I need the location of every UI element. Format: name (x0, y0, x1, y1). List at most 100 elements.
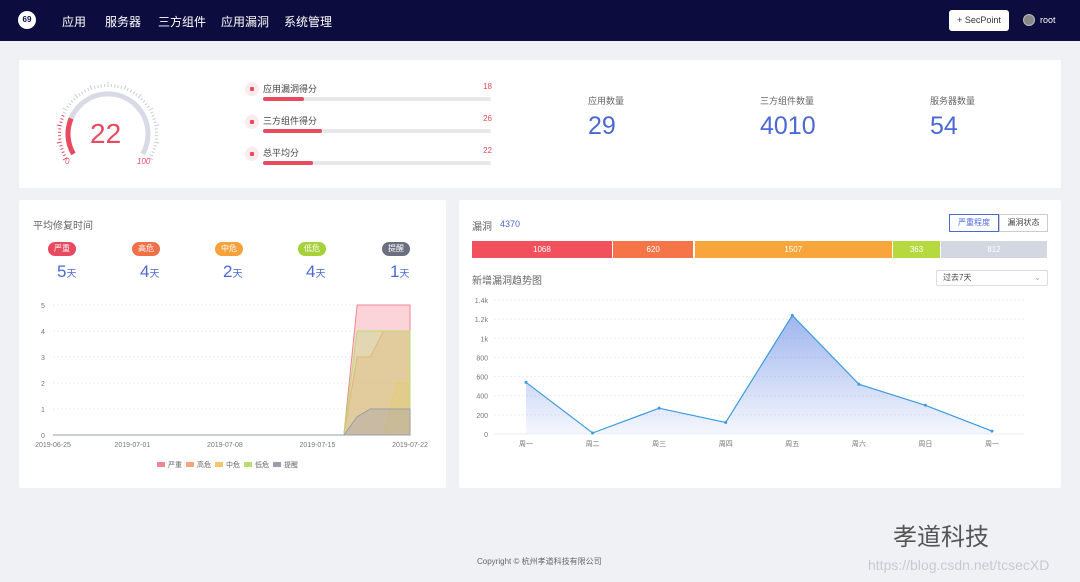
x-tick-label: 2019-06-25 (35, 442, 71, 449)
x-tick-label: 周五 (785, 440, 799, 448)
gauge-tick (70, 100, 74, 103)
y-tick-label: 3 (41, 355, 45, 362)
gauge-tick (132, 91, 135, 95)
x-tick-label: 2019-07-01 (114, 442, 150, 449)
gauge-max-label: 100 (137, 157, 151, 166)
gauge-tick (74, 93, 79, 99)
gauge-tick (78, 93, 81, 97)
severity-badge-info: 提醒 (382, 242, 410, 256)
stat-value-servers[interactable]: 54 (930, 112, 958, 140)
gauge-tick (142, 100, 146, 103)
legend-swatch (157, 462, 165, 467)
vuln-total: 4370 (500, 219, 521, 229)
severity-segment[interactable]: 363 (893, 241, 940, 258)
y-tick-label: 400 (476, 394, 488, 401)
gauge-tick (60, 148, 64, 150)
trend-point (857, 382, 861, 386)
gauge-tick (72, 97, 76, 101)
summary-card (19, 60, 1061, 188)
gauge-tick (148, 107, 154, 111)
range-select[interactable]: 过去7天 ⌄ (936, 270, 1048, 286)
user-avatar-icon[interactable] (1023, 14, 1035, 26)
average-icon (245, 147, 259, 161)
nav-item-apps[interactable]: 应用 (62, 15, 87, 29)
chevron-down-icon: ⌄ (1034, 273, 1041, 282)
y-tick-label: 1k (481, 336, 489, 343)
y-tick-label: 1.4k (475, 298, 489, 305)
severity-badge-low: 低危 (298, 242, 326, 256)
stat-label-components: 三方组件数量 (760, 96, 815, 106)
legend-swatch (273, 462, 281, 467)
secpoint-button[interactable]: + SecPoint (949, 10, 1009, 31)
gauge-tick (123, 84, 127, 91)
days-value: 2 (223, 262, 233, 281)
days-unit: 天 (399, 269, 410, 280)
trend-title: 新增漏洞趋势图 (472, 276, 542, 287)
x-tick-label: 周一 (985, 440, 999, 448)
gauge-tick (148, 157, 154, 161)
severity-badge-critical: 严重 (48, 242, 76, 256)
severity-segment[interactable]: 1507 (694, 241, 893, 258)
x-tick-label: 周一 (519, 440, 533, 448)
nav-item-app-vulns[interactable]: 应用漏洞 (221, 15, 270, 29)
score-label-app: 应用漏洞得分 (263, 84, 318, 94)
series-area (53, 408, 411, 436)
gauge-tick (153, 144, 157, 147)
y-tick-label: 4 (41, 329, 45, 336)
trend-point (790, 313, 794, 317)
gauge-tick (153, 121, 157, 124)
days-value: 1 (390, 262, 400, 281)
y-tick-label: 0 (41, 433, 45, 440)
y-tick-label: 800 (476, 355, 488, 362)
gauge-tick (62, 154, 66, 157)
trend-chart: 0 200 400 600 800 1k 1.2k 1.4k 周一 周二 周三 周四 周五 周六 周日 周一 (475, 298, 1024, 448)
user-name[interactable]: root (1040, 15, 1056, 25)
gauge-tick (59, 144, 63, 147)
trend-point (990, 429, 994, 433)
nav-item-system[interactable]: 系统管理 (284, 15, 333, 29)
tab-vuln-status[interactable]: 漏洞状态 (999, 214, 1048, 232)
gauge-tick (68, 102, 72, 106)
score-bar-fill (263, 161, 314, 165)
watermark-brand: 孝道科技 (893, 524, 989, 551)
nav-item-servers[interactable]: 服务器 (105, 15, 142, 29)
x-tick-label: 周二 (586, 440, 600, 448)
gauge-tick (137, 93, 142, 99)
days-unit: 天 (232, 269, 243, 280)
footer-copyright: Copyright © 杭州孝道科技有限公司 (477, 557, 602, 566)
gauge-tick (84, 89, 87, 93)
gauge-tick (126, 88, 129, 92)
gauge-tick (144, 102, 148, 106)
x-tick-label: 周三 (652, 440, 666, 448)
days-value: 4 (306, 262, 316, 281)
legend-swatch (186, 462, 194, 467)
gauge-tick (61, 114, 65, 117)
gauge-tick (150, 154, 154, 157)
tab-severity[interactable]: 严重程度 (949, 214, 999, 232)
gauge-tick (62, 107, 68, 111)
stat-value-apps[interactable]: 29 (588, 112, 616, 140)
stat-value-components[interactable]: 4010 (760, 112, 816, 140)
score-bar-fill (263, 97, 305, 101)
score-bar-component (263, 129, 491, 133)
repair-days-info: 1天 (390, 262, 409, 282)
y-tick-label: 200 (476, 413, 488, 420)
gauge-tick (56, 141, 62, 144)
trend-point (657, 406, 661, 410)
severity-segment[interactable]: 1068 (472, 241, 612, 258)
gauge-tick (150, 111, 154, 114)
gauge-tick (97, 84, 99, 89)
top-nav-bar: 69 应用 服务器 三方组件 应用漏洞 系统管理 + SecPoint root (0, 0, 1080, 41)
logo-icon[interactable]: 69 (18, 11, 36, 29)
days-unit: 天 (66, 269, 77, 280)
days-value: 5 (57, 262, 67, 281)
x-tick-label: 周日 (918, 440, 932, 448)
severity-segment[interactable]: 812 (941, 241, 1047, 258)
severity-segment[interactable]: 620 (612, 241, 694, 258)
gauge-min-label: 0 (65, 157, 70, 166)
repair-days-low: 4天 (306, 262, 325, 282)
legend-label: 低危 (255, 460, 269, 469)
score-value-component: 26 (483, 114, 492, 123)
gauge-tick (120, 85, 123, 89)
nav-item-components[interactable]: 三方组件 (158, 15, 207, 29)
